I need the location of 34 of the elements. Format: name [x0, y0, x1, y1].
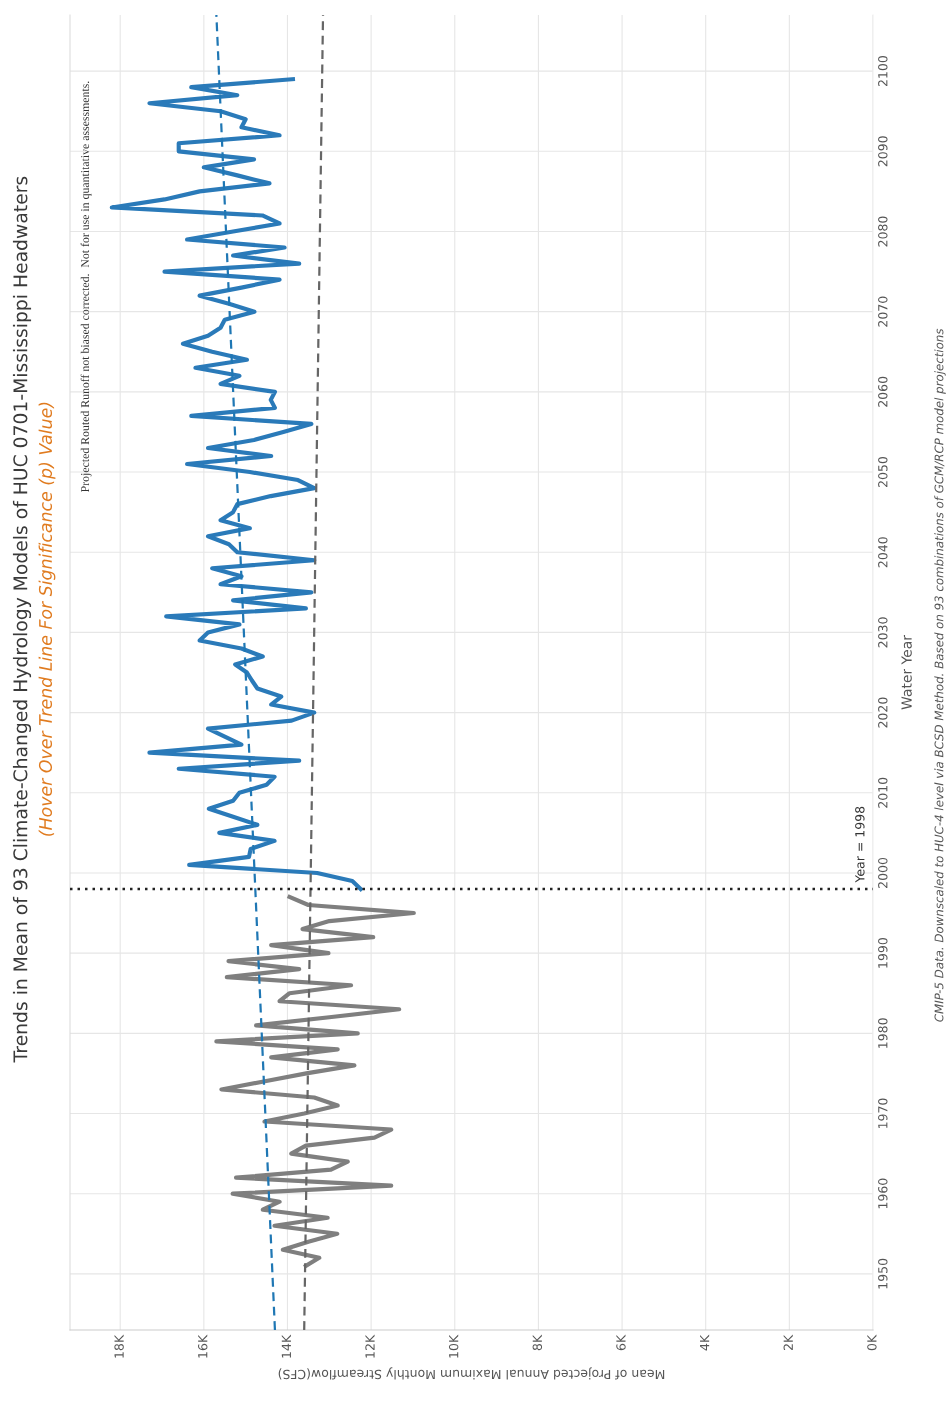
x-tick-label: 10K	[448, 1334, 459, 1358]
text: Trends in Mean of 93 Climate-Changed Hydrology Models of HUC 0701-Mississippi Headwaters	[12, 176, 32, 1063]
y-tick-label: 2000	[878, 857, 888, 888]
y-tick-label: 2040	[878, 537, 888, 568]
y-tick-label: 2070	[878, 296, 888, 327]
y-tick-label: 1950	[878, 1258, 888, 1289]
y-tick-label: 1970	[878, 1098, 888, 1129]
x-tick-label: 18K	[114, 1334, 124, 1358]
y-axis-title: Water Year	[901, 635, 912, 710]
x-tick-label: 16K	[198, 1334, 208, 1358]
x-axis-title: Mean of Projected Annual Maximum Monthly Streamflow(CFS)	[278, 1367, 665, 1380]
y-tick-label: 2030	[878, 617, 888, 648]
y-tick-label: 2100	[878, 56, 888, 87]
y-tick-label: 2080	[878, 216, 888, 247]
x-tick-label: 0K	[867, 1334, 877, 1351]
x-tick-label: 6K	[616, 1334, 626, 1351]
x-tick-label: 12K	[365, 1334, 375, 1358]
annotation: Projected Routed Runoff not biased corrected. Not for use in quantitative assessments.	[80, 81, 92, 492]
x-tick-label: 4K	[700, 1334, 710, 1351]
y-tick-label: 1980	[878, 1018, 888, 1048]
y-tick-label: 2010	[878, 777, 888, 808]
text: (Hover Over Trend Line For Significance (p) Value)	[38, 402, 56, 836]
y-tick-label: 2050	[878, 456, 888, 488]
x-tick-label: 2K	[783, 1334, 793, 1351]
y-tick-label: 2060	[878, 376, 888, 407]
x-tick-label: 8K	[532, 1334, 543, 1351]
y-tick-label: 2020	[878, 697, 888, 728]
text: CMIP-5 Data. Downscaled to HUC-4 level via BCSD Method. Based on 93 combinations of GCM/RCP model projections	[934, 328, 946, 1022]
y-tick-label: 2090	[878, 136, 888, 167]
ref-line-label: Year = 1998	[855, 806, 865, 883]
y-tick-label: 1960	[878, 1178, 888, 1209]
y-tick-label: 1990	[878, 938, 888, 968]
x-tick-label: 14K	[281, 1334, 291, 1358]
line-series	[214, 894, 416, 1268]
